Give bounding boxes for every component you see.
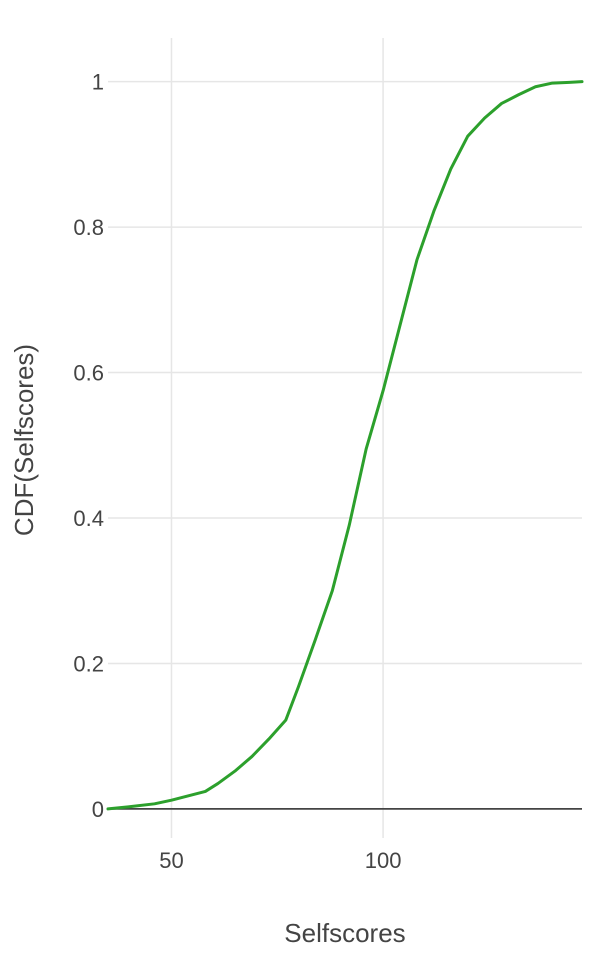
y-tick-label: 0.2 (73, 651, 104, 676)
grid-layer (108, 38, 582, 838)
x-tick-labels: 50 100 (159, 848, 401, 873)
x-axis-title: Selfscores (284, 918, 405, 948)
cdf-series-line (106, 80, 584, 811)
y-tick-label: 0.6 (73, 361, 104, 386)
y-tick-label: 0.8 (73, 215, 104, 240)
y-axis-title: CDF(Selfscores) (9, 344, 39, 536)
x-tick-label: 100 (365, 848, 402, 873)
series-layer (106, 80, 584, 811)
y-tick-label: 0 (92, 797, 104, 822)
y-tick-label: 1 (92, 70, 104, 95)
y-tick-label: 0.4 (73, 506, 104, 531)
x-tick-label: 50 (159, 848, 183, 873)
y-tick-labels: 0 0.2 0.4 0.6 0.8 1 (73, 70, 104, 822)
